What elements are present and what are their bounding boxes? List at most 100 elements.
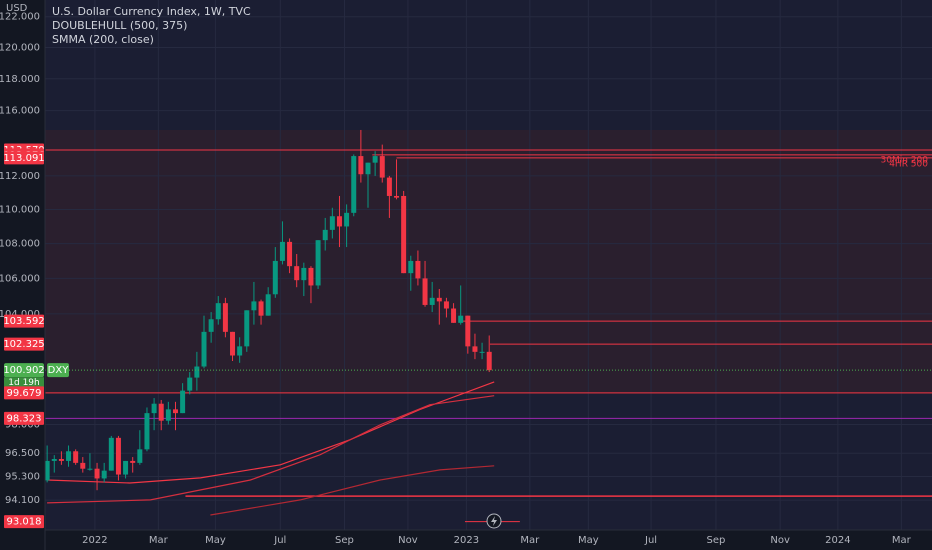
indicator-label: SMMA (200, close): [52, 33, 154, 46]
y-tick-label: 112.000: [0, 171, 40, 182]
candle-body: [336, 216, 342, 227]
x-tick-label: Mar: [892, 535, 912, 546]
candle-body: [436, 297, 442, 302]
candle-body: [429, 297, 435, 305]
candle-body: [158, 403, 164, 421]
candle-body: [265, 294, 271, 316]
level-label: 93.018: [7, 517, 42, 528]
candle-body: [123, 460, 129, 475]
candle-body: [351, 156, 357, 213]
candle-body: [329, 216, 335, 230]
y-tick-label: 104.000: [0, 309, 40, 320]
candle-body: [465, 315, 471, 347]
candle-body: [151, 403, 157, 414]
candle-body: [80, 462, 86, 469]
candle-body: [451, 308, 457, 323]
y-tick-label: 122.000: [0, 12, 40, 23]
y-tick-label: 94.100: [5, 495, 40, 506]
candle-body: [215, 303, 221, 320]
candle-body: [358, 156, 364, 175]
x-tick-label: Nov: [398, 535, 418, 546]
candle-body: [422, 278, 428, 305]
y-tick-label: 96.500: [5, 448, 40, 459]
candle-body: [386, 177, 392, 196]
ma-line: [47, 395, 495, 504]
level-box: [4, 151, 44, 165]
ma-line: [47, 381, 495, 484]
candle-body: [472, 346, 478, 352]
level-tag: 4HR 500: [889, 159, 928, 169]
level-label: 98.323: [7, 413, 42, 424]
y-tick-label: 108.000: [0, 239, 40, 250]
candle-body: [315, 240, 321, 286]
candle-body: [180, 390, 186, 414]
marks: [44, 129, 932, 523]
candle-body: [87, 468, 93, 470]
y-tick-label: 95.300: [5, 471, 40, 482]
candle-body: [108, 437, 114, 471]
candle-body: [458, 315, 464, 323]
x-tick-label: 2023: [454, 535, 479, 546]
level-box: [4, 337, 44, 351]
x-tick-label: Mar: [520, 535, 540, 546]
candle-body: [322, 229, 328, 241]
candle-body: [408, 260, 414, 274]
candle-body: [208, 319, 214, 332]
candle-body: [308, 267, 314, 286]
candle-body: [301, 267, 307, 281]
candle-body: [365, 162, 371, 175]
candle-body: [272, 260, 278, 295]
level-box: [4, 386, 44, 400]
unit-label: USD: [6, 3, 28, 14]
candle-body: [44, 460, 50, 481]
candle-body: [130, 460, 136, 463]
candle-body: [479, 351, 485, 353]
price-box: [4, 363, 44, 378]
x-tick-label: Sep: [707, 535, 726, 546]
x-tick-label: 2022: [82, 535, 107, 546]
x-tick-label: May: [205, 535, 226, 546]
candle-body: [73, 451, 79, 463]
candle-body: [165, 409, 171, 421]
candle-body: [144, 413, 150, 450]
symbol-label: DXY: [48, 365, 70, 376]
candle-body: [294, 266, 300, 281]
candle-body: [222, 303, 228, 332]
candle-body: [230, 331, 236, 356]
alert-icon: [486, 513, 502, 529]
level-label: 102.325: [3, 339, 44, 350]
y-tick-label: 110.000: [0, 204, 40, 215]
candle-body: [115, 437, 121, 475]
y-tick-label: 120.000: [0, 42, 40, 53]
x-tick-label: 2024: [825, 535, 850, 546]
x-tick-label: Jul: [273, 535, 286, 546]
candle-body: [486, 351, 492, 371]
candle-body: [372, 156, 378, 163]
y-tick-label: 98.000: [5, 419, 40, 430]
level-box: [4, 314, 44, 328]
level-box: [4, 411, 44, 425]
x-tick-label: May: [578, 535, 599, 546]
candle-body: [58, 458, 64, 461]
y-tick-label: 106.000: [0, 273, 40, 284]
symbol-box: [47, 363, 69, 378]
candle-body: [94, 468, 100, 479]
y-tick-label: 118.000: [0, 74, 40, 85]
ma-line: [210, 465, 495, 516]
level-label: 99.679: [7, 388, 42, 399]
level-tag: 30Min 200: [881, 155, 929, 165]
candle-body: [379, 156, 385, 178]
candle-body: [201, 331, 207, 367]
indicator-label: DOUBLEHULL (500, 375): [52, 19, 187, 32]
candle-body: [415, 260, 421, 279]
candle-body: [66, 451, 72, 461]
candle-body: [443, 301, 449, 309]
candle-body: [258, 301, 264, 316]
candle-body: [279, 241, 285, 261]
chart-title: U.S. Dollar Currency Index, 1W, TVC: [52, 5, 251, 18]
candle-body: [137, 449, 143, 463]
candle-body: [194, 366, 200, 378]
y-tick-label: 116.000: [0, 106, 40, 117]
candle-body: [251, 301, 257, 311]
